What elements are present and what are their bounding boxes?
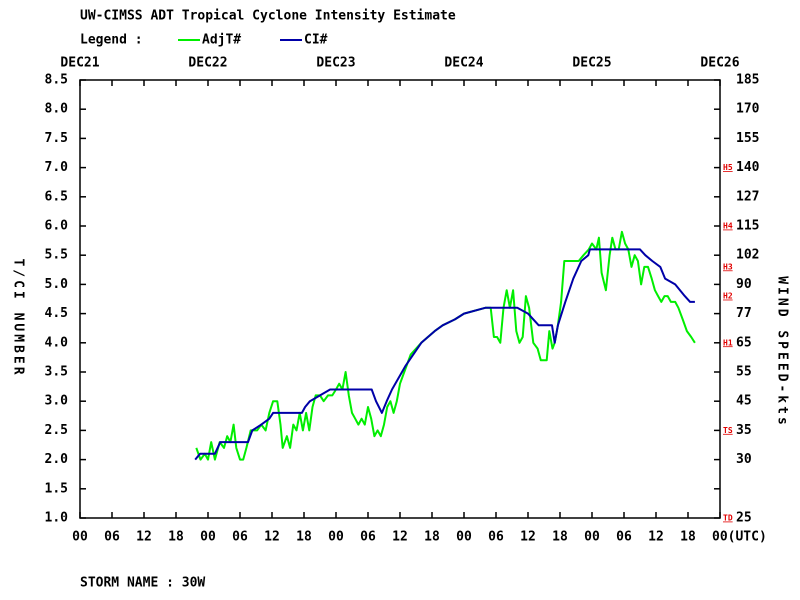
x-tick-label: 12 (264, 530, 280, 545)
legend-entry: AdjT# (202, 33, 241, 48)
top-x-tick-label: DEC21 (60, 56, 99, 71)
y2-tick-label: 90 (736, 277, 752, 292)
y2-tick-label: 25 (736, 511, 752, 526)
x-tick-label: 06 (616, 530, 632, 545)
y2-axis-label: WIND SPEED-kts (775, 276, 790, 428)
y-tick-label: 6.0 (45, 219, 69, 234)
intensity-level: H5 (723, 163, 733, 172)
x-tick-label: 18 (296, 530, 312, 545)
y-tick-label: 3.0 (45, 394, 69, 409)
x-tick-label: 06 (360, 530, 376, 545)
x-tick-label: 06 (104, 530, 120, 545)
footer: STORM NAME : 30W (80, 576, 205, 591)
x-tick-label: 18 (168, 530, 184, 545)
y2-tick-label: 102 (736, 248, 759, 263)
top-x-tick-label: DEC23 (316, 56, 355, 71)
x-tick-label: 00(UTC) (712, 530, 767, 545)
y-tick-label: 7.5 (45, 131, 68, 146)
y2-tick-label: 170 (736, 102, 760, 117)
y-axis-label: T/CI NUMBER (11, 258, 26, 377)
x-tick-label: 12 (392, 530, 408, 545)
y2-tick-label: 77 (736, 306, 752, 321)
top-x-tick-label: DEC22 (188, 56, 227, 71)
y-tick-label: 1.0 (45, 511, 69, 526)
x-tick-label: 00 (456, 530, 472, 545)
y2-tick-label: 115 (736, 219, 759, 234)
intensity-level: H4 (723, 222, 733, 231)
x-tick-label: 12 (648, 530, 664, 545)
intensity-level: H2 (723, 292, 733, 301)
y2-tick-label: 55 (736, 365, 752, 380)
y-tick-label: 7.0 (45, 160, 69, 175)
x-tick-label: 00 (584, 530, 600, 545)
y2-tick-label: 45 (736, 394, 752, 409)
y2-tick-label: 30 (736, 452, 752, 467)
y-tick-label: 2.5 (45, 423, 68, 438)
y2-tick-label: 185 (736, 73, 759, 88)
x-tick-label: 12 (136, 530, 152, 545)
legend-entry: CI# (304, 33, 328, 48)
intensity-level: H1 (723, 338, 733, 347)
y-tick-label: 1.5 (45, 481, 68, 496)
x-tick-label: 00 (328, 530, 344, 545)
intensity-level: TD (723, 514, 733, 523)
y2-tick-label: 65 (736, 335, 752, 350)
y2-tick-label: 155 (736, 131, 759, 146)
y-tick-label: 4.0 (45, 335, 69, 350)
x-tick-label: 18 (552, 530, 568, 545)
x-tick-label: 18 (680, 530, 696, 545)
y-tick-label: 6.5 (45, 189, 68, 204)
x-tick-label: 06 (232, 530, 248, 545)
top-x-tick-label: DEC24 (444, 56, 483, 71)
x-tick-label: 00 (72, 530, 88, 545)
x-tick-label: 00 (200, 530, 216, 545)
y-tick-label: 8.5 (45, 73, 68, 88)
y2-tick-label: 127 (736, 189, 759, 204)
y-tick-label: 4.5 (45, 306, 68, 321)
y-tick-label: 2.0 (45, 452, 69, 467)
legend-label: Legend : (80, 33, 143, 48)
y2-tick-label: 140 (736, 160, 760, 175)
x-tick-label: 12 (520, 530, 536, 545)
y2-tick-label: 35 (736, 423, 752, 438)
y-tick-label: 8.0 (45, 102, 69, 117)
series-line (194, 248, 695, 461)
y-tick-label: 3.5 (45, 365, 68, 380)
top-x-tick-label: DEC25 (572, 56, 611, 71)
top-x-tick-label: DEC26 (700, 56, 739, 71)
x-tick-label: 06 (488, 530, 504, 545)
intensity-level: TS (723, 426, 733, 435)
x-tick-label: 18 (424, 530, 440, 545)
y-tick-label: 5.5 (45, 248, 68, 263)
y-tick-label: 5.0 (45, 277, 69, 292)
intensity-level: H3 (723, 262, 733, 271)
chart-title: UW-CIMSS ADT Tropical Cyclone Intensity … (80, 9, 456, 24)
